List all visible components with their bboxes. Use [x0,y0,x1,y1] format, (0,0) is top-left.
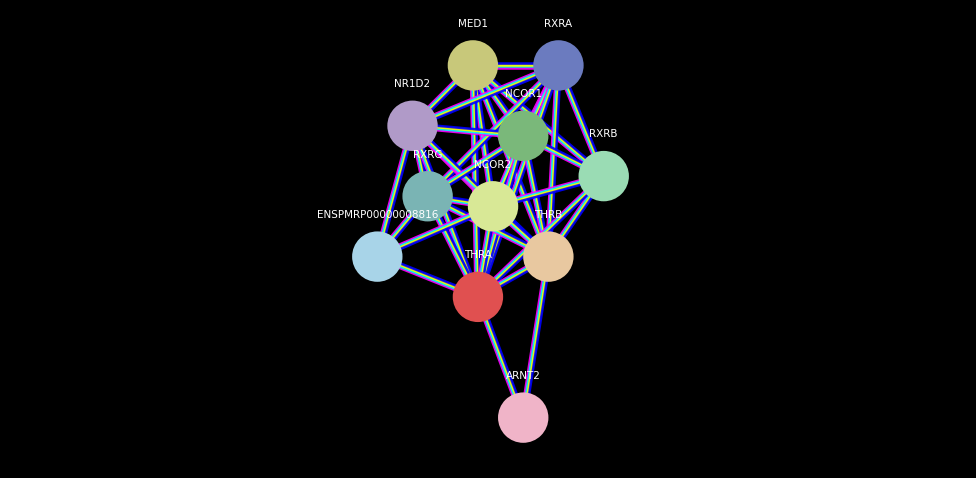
Circle shape [534,41,583,89]
Text: NCOR1: NCOR1 [505,89,542,99]
Circle shape [353,232,401,281]
Circle shape [449,41,497,89]
Text: NCOR2: NCOR2 [474,160,511,170]
Text: RXRB: RXRB [590,130,618,140]
Text: RXRG: RXRG [413,150,442,160]
Circle shape [403,172,452,220]
Text: THRA: THRA [464,250,492,260]
Circle shape [499,393,548,442]
Circle shape [499,112,548,160]
Text: NR1D2: NR1D2 [394,79,430,89]
Text: ARNT2: ARNT2 [506,371,541,381]
Text: THRB: THRB [534,210,562,220]
Circle shape [524,232,573,281]
Text: MED1: MED1 [458,19,488,29]
Circle shape [580,152,628,200]
Circle shape [388,102,436,150]
Text: ENSPMRP00000008816: ENSPMRP00000008816 [316,210,438,220]
Circle shape [454,273,502,321]
Circle shape [468,182,517,230]
Text: RXRA: RXRA [545,19,573,29]
